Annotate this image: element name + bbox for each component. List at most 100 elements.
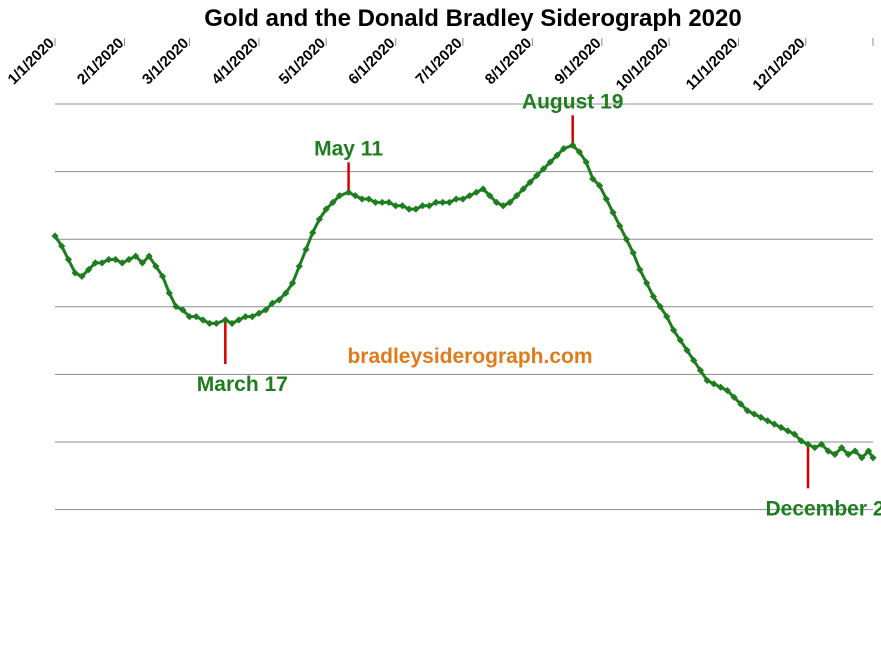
data-point	[831, 450, 839, 458]
annotation-label: May 11	[314, 137, 383, 160]
data-point	[378, 198, 386, 206]
data-point	[228, 319, 236, 327]
data-point	[412, 205, 420, 213]
watermark: bradleysiderograph.com	[347, 345, 592, 368]
data-point	[696, 366, 705, 374]
data-point	[466, 192, 474, 200]
data-point	[111, 255, 120, 264]
x-tick-label: 10/1/2020	[613, 35, 672, 94]
data-point	[519, 185, 527, 193]
data-point	[445, 198, 454, 206]
chart-title: Gold and the Donald Bradley Siderograph …	[204, 5, 741, 32]
data-point	[392, 202, 400, 210]
data-point	[526, 178, 534, 186]
data-point	[622, 235, 631, 243]
data-point	[869, 454, 877, 462]
data-point	[91, 259, 99, 267]
x-axis-ticks: 1/1/2020 2/1/2020 3/1/2020 4/1/2020 5/1/2020…	[5, 35, 874, 94]
data-point	[492, 198, 501, 206]
data-point	[703, 376, 711, 385]
data-point	[669, 326, 678, 334]
data-point	[132, 252, 140, 260]
data-point	[405, 205, 413, 213]
data-point	[750, 410, 758, 418]
data-point	[351, 192, 359, 200]
series-gold	[51, 141, 877, 462]
x-tick-label: 1/1/2020	[5, 35, 58, 88]
data-point	[118, 259, 126, 267]
data-point	[371, 198, 380, 206]
data-point	[472, 188, 480, 196]
data-point	[282, 289, 290, 297]
data-point	[288, 279, 297, 287]
data-point	[71, 269, 79, 277]
data-point	[439, 198, 447, 206]
x-tick-label: 12/1/2020	[749, 35, 808, 94]
data-point	[432, 198, 440, 206]
gridlines	[55, 103, 873, 511]
x-tick-label: 7/1/2020	[412, 35, 465, 88]
data-point	[797, 437, 805, 445]
data-point	[851, 447, 859, 455]
data-point	[398, 202, 406, 210]
data-point	[683, 346, 691, 354]
data-point	[235, 316, 243, 324]
data-point	[85, 266, 93, 274]
data-point	[676, 336, 684, 344]
data-point	[212, 319, 220, 327]
x-tick-label: 4/1/2020	[208, 35, 261, 88]
data-point	[58, 242, 66, 250]
annotation-label: March 17	[197, 373, 288, 396]
data-point	[663, 313, 671, 321]
data-point	[192, 313, 200, 321]
data-point	[790, 430, 799, 438]
data-point	[560, 145, 568, 153]
data-point	[844, 450, 852, 458]
data-point	[322, 205, 330, 213]
data-point	[344, 188, 353, 196]
data-point	[499, 202, 507, 210]
data-point	[479, 185, 487, 193]
data-point	[770, 420, 778, 428]
data-point	[804, 440, 812, 448]
data-point	[302, 245, 310, 254]
data-point	[533, 171, 541, 180]
data-point	[649, 292, 657, 301]
data-point	[539, 165, 548, 173]
data-point	[268, 299, 276, 307]
data-point	[629, 249, 637, 257]
data-point	[609, 208, 617, 217]
data-point	[158, 272, 167, 280]
data-point	[51, 232, 59, 240]
data-point	[486, 192, 494, 200]
x-tick-label: 11/1/2020	[683, 35, 742, 94]
data-point	[105, 255, 113, 264]
data-point	[824, 447, 832, 455]
data-point	[595, 182, 604, 190]
data-point	[138, 259, 147, 267]
data-point	[185, 313, 194, 321]
data-point	[125, 255, 133, 264]
data-point	[864, 447, 873, 455]
data-point	[602, 195, 610, 203]
data-point	[179, 306, 187, 314]
data-point	[336, 192, 344, 200]
data-point	[241, 313, 250, 321]
data-point	[784, 427, 792, 435]
data-point	[643, 279, 651, 287]
data-point	[98, 259, 106, 267]
data-point	[255, 309, 263, 317]
data-point	[616, 222, 624, 230]
annotation-label: August 19	[522, 90, 624, 113]
data-point	[78, 272, 86, 280]
data-point	[329, 198, 337, 206]
data-point	[858, 454, 866, 462]
data-point	[710, 380, 718, 388]
data-point	[315, 215, 324, 223]
annotations: March 17 May 11 August 19 December 2	[197, 90, 881, 520]
data-point	[777, 423, 785, 432]
data-point	[690, 356, 698, 364]
data-point	[385, 198, 393, 206]
